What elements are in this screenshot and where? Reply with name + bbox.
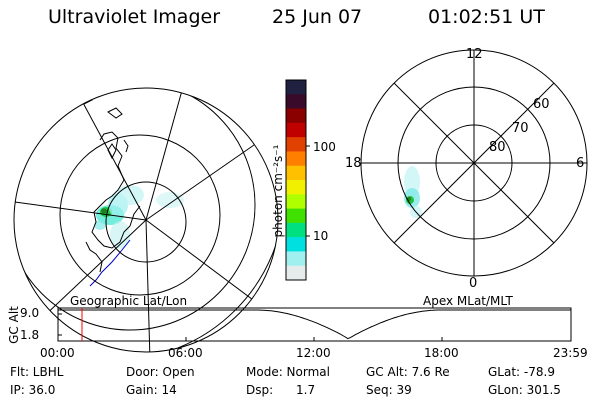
colorbar-segment [286,165,306,181]
glat-readout: GLat: -78.9 [488,365,555,379]
mlat-label-80: 80 [489,140,506,155]
mlt-label-6: 6 [576,156,585,171]
dsp-readout: Dsp: 1.7 [246,383,316,397]
image-date: 25 Jun 07 [272,6,363,28]
mode-readout: Mode: Normal [246,365,330,379]
colorbar-segment [286,180,306,195]
timeline-ytick-high: 9.0 [20,306,40,320]
timeline-ticks [58,313,443,341]
colorbar-segment [286,151,306,167]
mlt-label-12: 12 [466,47,483,62]
colorbar-segment [286,122,306,138]
colorbar-segment [286,137,306,152]
mlat-label-70: 70 [512,121,529,136]
geo-panel-caption: Geographic Lat/Lon [70,294,188,308]
glon-readout: GLon: 301.5 [488,383,561,397]
mag-grid-lines [361,50,587,276]
gcalt-readout: GC Alt: 7.6 Re [366,365,450,379]
colorbar-ticks [306,145,310,237]
mlat-label-60: 60 [533,97,550,112]
gain-readout: Gain: 14 [126,383,177,397]
timeline-ytick-low: 1.8 [20,328,40,342]
colorbar-segment [286,208,306,224]
mag-panel-caption: Apex MLat/MLT [423,294,513,308]
colorbar-segment [286,237,306,252]
door-readout: Door: Open [126,365,195,379]
altitude-curve [58,309,571,340]
instrument-title: Ultraviolet Imager [48,6,221,28]
colorbar-tick-100: 100 [313,140,336,154]
mlt-label-0: 0 [469,276,478,291]
image-time: 01:02:51 UT [428,6,545,28]
geo-parallels [14,88,278,352]
colorbar-tick-10: 10 [313,229,329,243]
colorbar-segment [286,108,306,124]
colorbar-segment [286,265,306,281]
colorbar-segment [286,194,306,210]
colorbar-gradient [286,80,306,281]
seq-readout: Seq: 39 [366,383,412,397]
timeline-ylabel: GC Alt [7,306,21,344]
timeline-xtick-1200: 12:00 [296,346,331,360]
timeline-xtick-0000: 00:00 [40,346,75,360]
colorbar-segment [286,80,306,95]
colorbar-frame [285,79,307,281]
colorbar-segment [286,94,306,110]
ip-readout: IP: 36.0 [10,383,56,397]
timeline-xtick-1800: 18:00 [424,346,459,360]
timeline-xtick-0600: 06:00 [168,346,203,360]
geo-map-border [13,87,279,353]
colorbar-segment [286,222,306,238]
colorbar-segment [286,251,306,267]
timeline-frame [57,307,572,342]
filter-readout: Flt: LBHL [10,365,64,379]
mlt-label-18: 18 [345,156,362,171]
timeline-xtick-2359: 23:59 [553,346,588,360]
